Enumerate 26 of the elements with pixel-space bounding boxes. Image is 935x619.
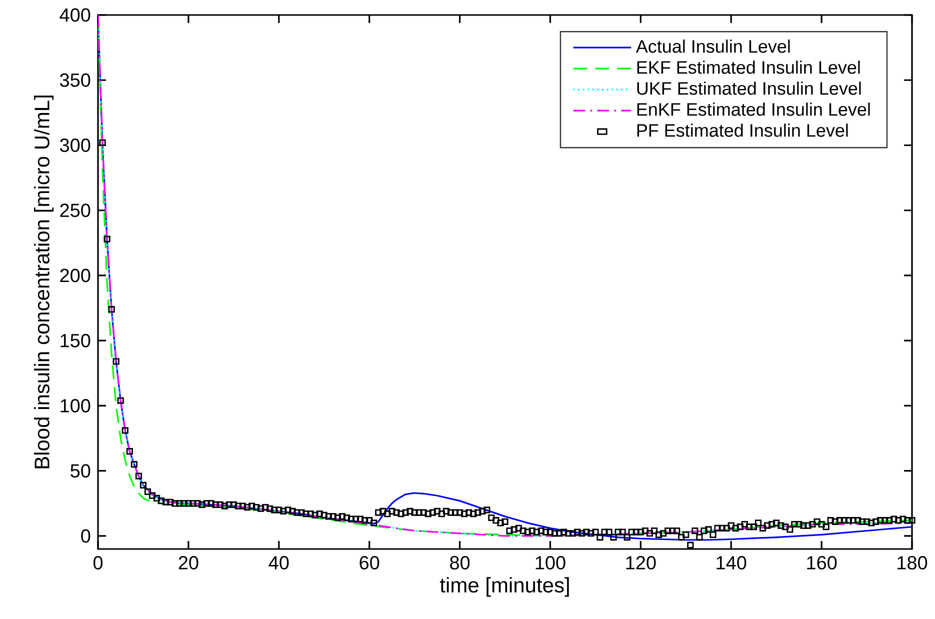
x-tick-label: 120 <box>626 556 656 570</box>
y-tick-label: 0 <box>81 529 90 543</box>
y-tick-label: 150 <box>60 334 90 348</box>
x-tick-label: 20 <box>178 556 198 570</box>
legend-label: EKF Estimated Insulin Level <box>637 60 860 74</box>
y-tick-label: 200 <box>60 268 90 282</box>
legend-label: EnKF Estimated Insulin Level <box>637 102 870 116</box>
legend-label: PF Estimated Insulin Level <box>637 124 848 137</box>
legend-label: Actual Insulin Level <box>636 40 790 53</box>
y-tick-label: 100 <box>60 398 90 412</box>
x-tick-label: 160 <box>807 556 837 570</box>
y-axis-title: Blood insulin concentration [micro U/mL] <box>34 96 54 468</box>
y-tick-label: 50 <box>70 464 90 478</box>
y-tick-label: 300 <box>60 138 90 152</box>
y-tick-label: 400 <box>60 8 90 22</box>
x-tick-label: 60 <box>360 556 380 570</box>
x-tick-label: 40 <box>268 556 289 570</box>
legend-label: UKF Estimated Insulin Level <box>637 82 861 95</box>
x-tick-label: 100 <box>536 556 566 570</box>
x-tick-label: 80 <box>450 556 470 570</box>
x-tick-label: 0 <box>93 556 103 570</box>
y-tick-label: 250 <box>60 204 90 218</box>
x-tick-label: 180 <box>898 556 928 570</box>
x-tick-label: 140 <box>716 556 746 570</box>
y-tick-label: 350 <box>60 73 90 87</box>
x-axis-title: time [minutes] <box>440 577 569 597</box>
